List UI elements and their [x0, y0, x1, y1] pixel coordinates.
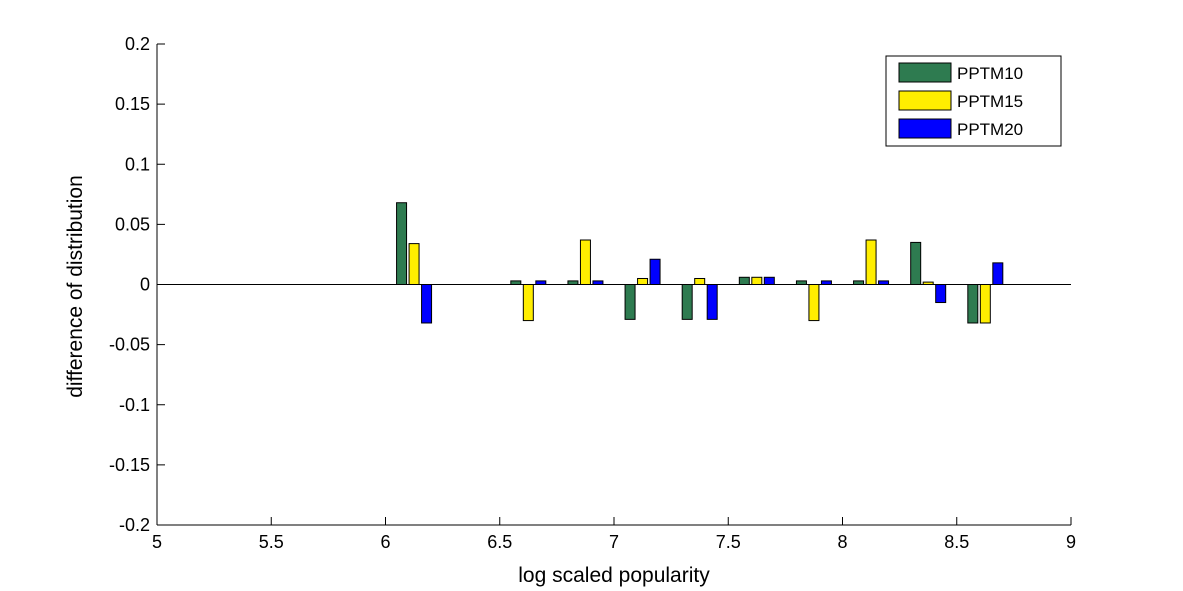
bar-pptm15-5	[751, 276, 763, 286]
x-tick-label: 7.5	[716, 532, 741, 552]
y-tick-label: -0.05	[109, 335, 150, 355]
bar-pptm15-1	[522, 284, 534, 322]
legend-label-pptm10: PPTM10	[957, 64, 1023, 83]
x-tick-label: 8.5	[944, 532, 969, 552]
y-tick-label: 0.15	[115, 94, 150, 114]
y-tick-label: 0.2	[125, 34, 150, 54]
bar-pptm10-2	[567, 280, 579, 285]
bar-pptm15-2	[579, 239, 591, 286]
legend-swatch-pptm10	[898, 62, 952, 83]
bar-pptm10-4	[681, 284, 693, 320]
bar-pptm10-9	[967, 284, 979, 324]
y-tick-label: -0.2	[119, 515, 150, 535]
x-tick-label: 7	[609, 532, 619, 552]
legend-swatch-pptm15	[898, 90, 952, 111]
bar-pptm10-3	[624, 284, 636, 320]
bar-pptm15-7	[865, 239, 877, 286]
y-tick-label: 0.1	[125, 154, 150, 174]
x-tick-label: 6.5	[487, 532, 512, 552]
legend: PPTM10 PPTM15 PPTM20	[885, 55, 1062, 147]
bar-pptm10-8	[910, 241, 922, 286]
bar-pptm20-6	[820, 280, 832, 285]
x-tick-label: 6	[380, 532, 390, 552]
x-axis-label: log scaled popularity	[518, 564, 710, 587]
y-tick-label: 0	[140, 275, 150, 295]
bar-pptm15-0	[408, 243, 420, 286]
bar-pptm20-4	[706, 284, 718, 320]
bar-pptm10-0	[396, 202, 408, 285]
x-tick-label: 8	[837, 532, 847, 552]
bar-pptm20-2	[592, 280, 604, 285]
x-tick-label: 5.5	[259, 532, 284, 552]
axes-group: 5 5.5 6 6.5 7 7.5 8 8.5 9 0.2 0.15 0.1 0.05 0 -0.05 -0.…	[109, 34, 1076, 552]
bar-pptm15-9	[979, 284, 991, 324]
bar-pptm20-9	[992, 262, 1004, 286]
x-tick-label: 5	[152, 532, 162, 552]
bar-pptm10-7	[853, 280, 865, 285]
y-tick-label: -0.15	[109, 455, 150, 475]
x-tick-label: 9	[1066, 532, 1076, 552]
y-tick-label: 0.05	[115, 214, 150, 234]
y-axis-label: difference of distribution	[64, 175, 87, 398]
bar-pptm15-6	[808, 284, 820, 322]
legend-label-pptm15: PPTM15	[957, 92, 1023, 111]
bar-pptm10-6	[795, 280, 807, 285]
bar-pptm10-1	[510, 280, 522, 285]
bar-pptm20-1	[535, 280, 547, 285]
bar-pptm20-0	[421, 284, 433, 324]
bar-pptm20-5	[763, 276, 775, 286]
bar-pptm20-3	[649, 258, 661, 285]
legend-swatch-pptm20	[898, 118, 952, 139]
bar-pptm20-7	[878, 280, 890, 285]
bar-pptm20-8	[935, 284, 947, 304]
bar-pptm10-5	[738, 276, 750, 286]
legend-label-pptm20: PPTM20	[957, 120, 1023, 139]
bars-group	[396, 202, 1004, 324]
y-tick-label: -0.1	[119, 395, 150, 415]
bar-pptm15-4	[694, 277, 706, 285]
bar-pptm15-3	[637, 277, 649, 285]
